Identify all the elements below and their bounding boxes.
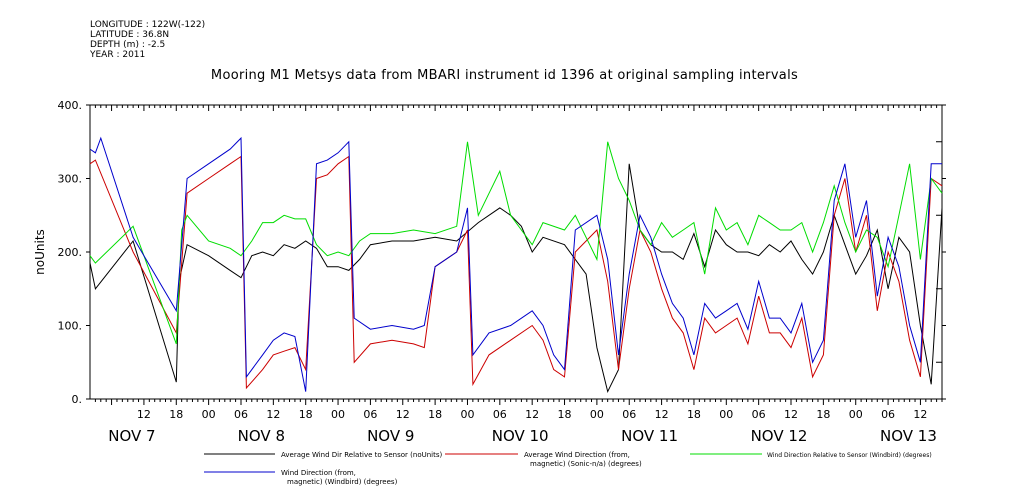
legend-label: Wind Direction Relative to Sensor (Windb… xyxy=(767,452,932,459)
chart-title: Mooring M1 Metsys data from MBARI instru… xyxy=(210,68,799,83)
series-line-4 xyxy=(89,136,942,392)
series-line-3 xyxy=(89,141,943,345)
x-day-label: NOV 9 xyxy=(367,427,414,445)
x-tick-label: 12 xyxy=(137,408,151,421)
legend-label-line2: magnetic) (Windbird) (degrees) xyxy=(287,478,398,486)
x-tick-label: 12 xyxy=(266,408,280,421)
x-day-label: NOV 12 xyxy=(751,427,808,445)
x-tick-label: 12 xyxy=(525,408,539,421)
legend-label: Average Wind Direction (from, xyxy=(524,451,630,459)
meta-latitude: LATITUDE : 36.8N xyxy=(90,30,170,40)
y-axis-label: noUnits xyxy=(33,229,47,275)
x-tick-label: 00 xyxy=(719,408,733,421)
meta-year: YEAR : 2011 xyxy=(90,50,146,60)
x-tick-label: 12 xyxy=(784,408,798,421)
x-tick-label: 00 xyxy=(590,408,604,421)
x-day-label: NOV 8 xyxy=(238,427,285,445)
x-day-label: NOV 7 xyxy=(108,427,155,445)
plot-frame xyxy=(89,104,943,400)
meta-depth: DEPTH (m) : -2.5 xyxy=(90,40,166,50)
legend-label: Wind Direction (from, xyxy=(281,469,356,477)
y-tick-label: 0. xyxy=(72,393,83,406)
x-tick-label: 00 xyxy=(849,408,863,421)
meta-longitude: LONGITUDE : 122W(-122) xyxy=(90,20,206,30)
series-line-1 xyxy=(89,163,943,394)
x-tick-label: 12 xyxy=(913,408,927,421)
y-tick-label: 300. xyxy=(58,173,83,186)
legend-label-line2: magnetic) (Sonic-n/a) (degrees) xyxy=(530,460,642,468)
x-tick-label: 00 xyxy=(331,408,345,421)
y-tick-label: 200. xyxy=(58,246,83,259)
x-day-label: NOV 11 xyxy=(621,427,678,445)
x-tick-label: 18 xyxy=(428,408,442,421)
axes-layer: 0. 100. 200. 300. 400. 12 18 00 06 12 18 00 06 12 18 00… xyxy=(58,99,946,445)
x-tick-label: 06 xyxy=(493,408,507,421)
x-day-label: NOV 13 xyxy=(880,427,937,445)
x-tick-label: 18 xyxy=(299,408,313,421)
legend-label: Average Wind Dir Relative to Sensor (noU… xyxy=(281,451,442,459)
x-tick-label: 06 xyxy=(234,408,248,421)
x-tick-label: 00 xyxy=(202,408,216,421)
series-layer xyxy=(89,136,943,394)
x-tick-label: 06 xyxy=(622,408,636,421)
y-tick-label: 400. xyxy=(58,99,83,112)
legend: Average Wind Dir Relative to Sensor (noU… xyxy=(204,451,932,486)
x-tick-label: 12 xyxy=(655,408,669,421)
x-tick-label: 12 xyxy=(396,408,410,421)
x-tick-label: 06 xyxy=(752,408,766,421)
metadata-block: LONGITUDE : 122W(-122) LATITUDE : 36.8N … xyxy=(90,20,205,60)
y-tick-label: 100. xyxy=(58,320,83,333)
x-tick-label: 18 xyxy=(816,408,830,421)
x-tick-label: 00 xyxy=(460,408,474,421)
x-day-label: NOV 10 xyxy=(492,427,549,445)
x-tick-label: 06 xyxy=(881,408,895,421)
series-line-2 xyxy=(89,155,943,390)
x-tick-label: 18 xyxy=(558,408,572,421)
x-tick-label: 06 xyxy=(363,408,377,421)
x-tick-label: 18 xyxy=(687,408,701,421)
x-tick-label: 18 xyxy=(169,408,183,421)
